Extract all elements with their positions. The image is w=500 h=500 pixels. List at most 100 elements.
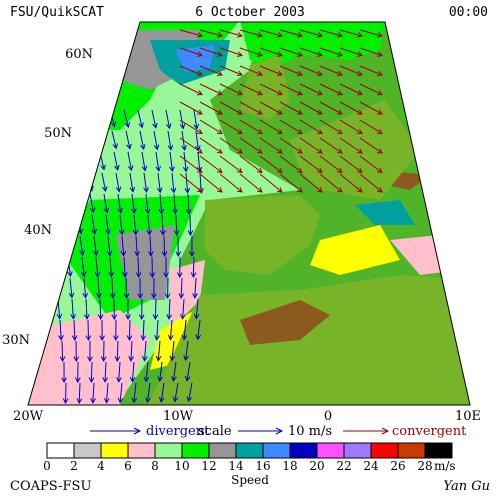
wind-arrow-head (336, 128, 343, 135)
wind-arrow-head (296, 70, 303, 77)
wind-arrow (145, 361, 149, 382)
sea (175, 45, 215, 72)
wind-arrow (179, 83, 203, 95)
colorbar-label: 18 (282, 459, 297, 473)
wind-arrow (359, 47, 383, 56)
colorbar-label: 8 (151, 459, 159, 473)
wind-arrow-head (196, 167, 203, 174)
wind-arrow-head (53, 270, 59, 277)
wind-arrow (259, 155, 283, 173)
wind-arrow-head (256, 187, 263, 193)
wind-arrow (53, 109, 61, 125)
wind-arrow (279, 47, 303, 56)
wind-arrow (239, 65, 263, 76)
wind-arrow-head (316, 187, 323, 193)
wind-arrow-head (257, 32, 264, 38)
wind-arrow (63, 214, 68, 234)
wind-arrow-head (337, 32, 344, 38)
wind-arrow (111, 130, 117, 149)
wind-arrow (175, 214, 178, 235)
wind-arrow-head (217, 32, 224, 38)
wind-arrow-head (151, 293, 157, 300)
wind-arrow (259, 47, 283, 56)
wind-arrow (57, 151, 64, 169)
wind-arrow-head (164, 293, 171, 300)
wind-arrow-head (357, 32, 364, 38)
wind-arrow (119, 214, 123, 235)
wind-arrow-head (197, 32, 204, 38)
wind-arrow-head (196, 51, 203, 57)
wind-arrow (129, 172, 134, 192)
wind-arrow (157, 172, 161, 193)
wind-arrow (319, 101, 343, 115)
wind-arrow-head (169, 355, 176, 362)
wind-arrow-head (316, 167, 323, 174)
scale-label: scale (198, 424, 232, 439)
wind-arrow-head (132, 229, 139, 236)
lat-label: 60N (65, 47, 93, 62)
wind-arrow (219, 155, 243, 173)
wind-arrow-head (316, 51, 323, 57)
wind-arrow-head (88, 377, 95, 383)
wind-arrow-head (195, 334, 202, 341)
wind-arrow (183, 151, 187, 172)
wind-arrow (299, 101, 323, 115)
colorbar-swatch (343, 442, 372, 459)
wind-arrow-head (236, 148, 243, 154)
wind-arrow-head (296, 187, 303, 193)
wind-arrow (259, 83, 283, 95)
wind-arrow-head (149, 272, 156, 279)
wind-arrow (359, 155, 383, 173)
wind-arrow-head (74, 185, 80, 192)
wind-arrow (259, 29, 283, 37)
wind-arrow-head (45, 162, 51, 169)
wind-arrow-head (118, 229, 125, 236)
wind-arrow (135, 235, 138, 256)
wind-arrow-head (256, 128, 263, 135)
wind-arrow (319, 137, 343, 154)
wind-arrow-head (67, 271, 73, 278)
wind-arrow-head (167, 334, 174, 341)
wind-arrow-head (73, 356, 80, 363)
wind-arrow-head (72, 163, 79, 170)
wind-arrow-head (297, 32, 304, 38)
wind-arrow (153, 130, 158, 150)
wind-arrow (119, 382, 123, 403)
wind-arrow-head (152, 122, 158, 129)
sea (115, 225, 175, 300)
wind-arrow (219, 47, 243, 56)
wind-arrow-head (157, 376, 163, 383)
wind-arrow-head (193, 123, 200, 130)
wind-arrow (179, 65, 203, 76)
wind-arrow-head (144, 208, 151, 215)
wind-arrow-head (170, 187, 177, 194)
wind-arrow (155, 151, 160, 171)
wind-arrow-head (256, 167, 263, 174)
wind-arrow-head (160, 230, 166, 236)
wind-arrow-head (236, 70, 243, 77)
wind-arrow (179, 109, 184, 129)
wind-arrow (339, 155, 363, 173)
wind-arrow (179, 47, 203, 56)
wind-arrow (144, 340, 147, 361)
wind-arrow (137, 256, 140, 277)
wind-arrow (161, 214, 164, 235)
wind-arrow (163, 235, 166, 256)
wind-arrow-head (277, 32, 284, 38)
wind-arrow (194, 277, 197, 298)
wind-arrow (115, 172, 120, 192)
wind-arrow-head (180, 313, 186, 320)
wind-arrow (279, 155, 303, 173)
colorbar-unit: m/s (434, 459, 456, 473)
wind-arrow-head (96, 293, 102, 299)
wind-arrow (279, 101, 303, 115)
wind-arrow-head (256, 109, 263, 115)
wind-arrow (157, 340, 161, 361)
wind-arrow (199, 119, 223, 134)
wind-arrow (172, 361, 177, 382)
wind-arrow (125, 130, 131, 149)
wind-arrow-head (102, 377, 109, 383)
wind-arrow-head (336, 187, 343, 193)
wind-arrow-head (376, 167, 383, 174)
wind-arrow (128, 319, 131, 340)
